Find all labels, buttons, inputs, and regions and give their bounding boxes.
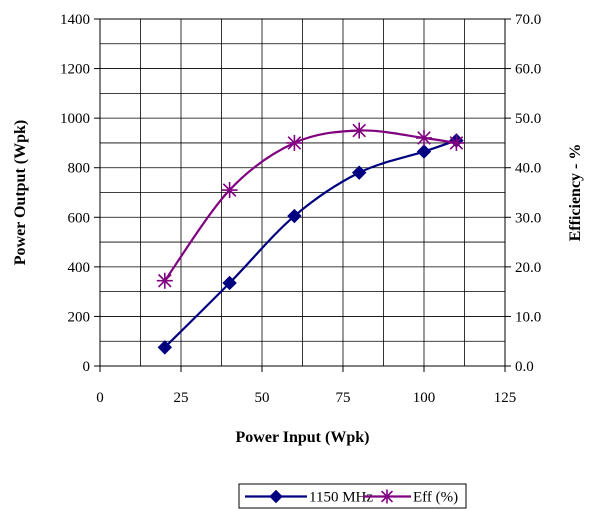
y-tick-label: 200 — [68, 309, 91, 325]
y-axis-title: Power Output (Wpk) — [12, 120, 29, 266]
y2-tick-label: 0.0 — [515, 359, 534, 375]
y2-tick-label: 30.0 — [515, 210, 541, 226]
y-tick-label: 400 — [68, 260, 91, 276]
y2-tick-label: 20.0 — [515, 260, 541, 276]
plot-area-frame — [99, 18, 506, 367]
data-point-diamond — [222, 275, 237, 291]
y2-tick-label: 10.0 — [515, 309, 541, 325]
data-point-diamond — [287, 208, 302, 224]
x-tick-label: 0 — [96, 390, 104, 406]
x-tick-label: 25 — [174, 390, 189, 406]
legend-label: Eff (%) — [413, 490, 458, 506]
legend-asterisk-marker — [380, 489, 394, 504]
data-point-asterisk — [416, 129, 432, 146]
data-point-diamond — [416, 144, 432, 159]
legend-label: 1150 MHz — [309, 490, 373, 506]
y2-axis-title: Efficiency - % — [567, 144, 584, 242]
x-tick-label: 75 — [336, 390, 351, 406]
legend: 1150 MHz Eff (%) — [238, 483, 467, 509]
legend-diamond-marker — [269, 489, 283, 504]
data-point-asterisk — [351, 122, 368, 139]
y-tick-label: 600 — [68, 210, 91, 226]
y-tick-label: 800 — [68, 161, 91, 177]
y-tick-label: 1200 — [60, 62, 90, 78]
y-tick-label: 1000 — [60, 111, 90, 127]
y-tick-label: 0 — [83, 359, 91, 375]
data-point-asterisk — [286, 134, 303, 151]
data-point-asterisk — [221, 182, 238, 199]
series-2 — [156, 122, 465, 289]
y-tick-label: 1400 — [60, 12, 90, 28]
x-tick-label: 125 — [494, 390, 517, 406]
series-1 — [157, 133, 464, 355]
data-point-asterisk — [156, 272, 173, 289]
axis-ticks — [94, 18, 511, 372]
data-point-asterisk — [448, 134, 465, 151]
x-tick-label: 100 — [413, 390, 436, 406]
legend-item: Eff (%) — [363, 489, 458, 506]
legend-item: 1150 MHz — [245, 490, 373, 506]
data-point-diamond — [157, 340, 173, 355]
data-point-diamond — [351, 165, 367, 180]
y2-tick-label: 40.0 — [515, 161, 541, 177]
x-axis-title: Power Input (Wpk) — [236, 429, 370, 446]
y2-tick-label: 50.0 — [515, 111, 541, 127]
tick-labels: 0 25 50 75 100 125 0 200 400 600 800 1000 1200 1400 0.… — [60, 12, 541, 406]
x-tick-label: 50 — [255, 390, 270, 406]
grid-lines — [99, 18, 506, 367]
series-layer — [156, 122, 465, 355]
series-line — [163, 129, 457, 282]
y2-tick-label: 60.0 — [515, 62, 541, 78]
y2-tick-label: 70.0 — [515, 12, 541, 28]
